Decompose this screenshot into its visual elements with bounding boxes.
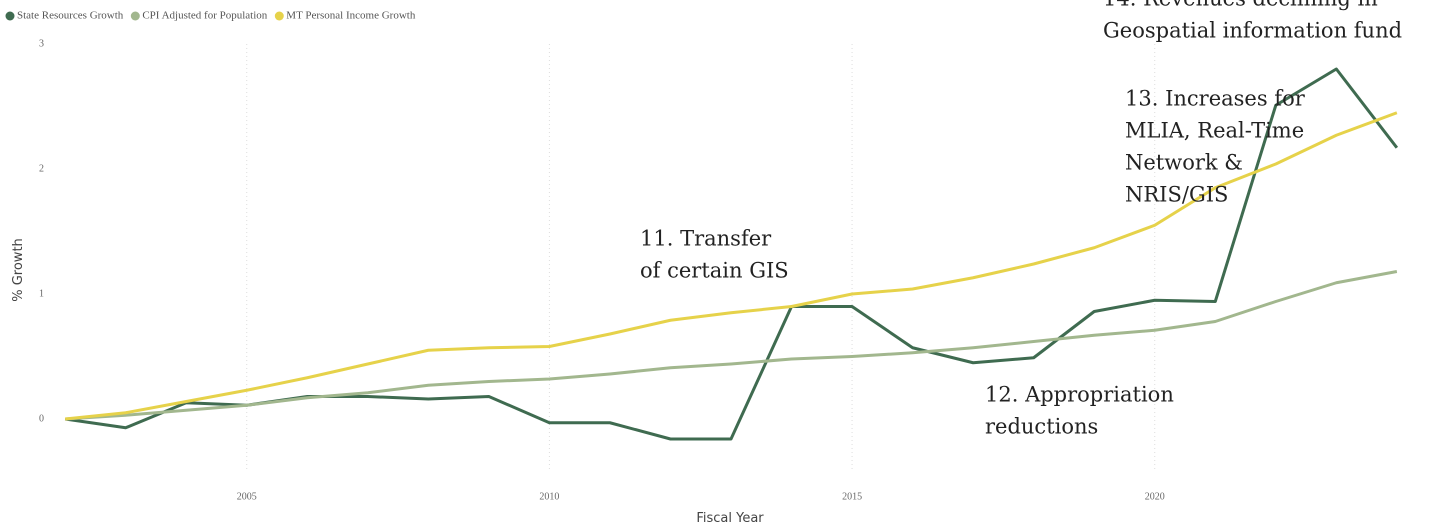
legend-swatch [5, 11, 15, 21]
legend-label: MT Personal Income Growth [286, 10, 416, 22]
annotation: 14. Revenues declining in [1103, 0, 1378, 11]
y-tick-label: 0 [39, 413, 44, 424]
legend-swatch [130, 11, 140, 21]
annotation: MLIA, Real-Time [1125, 119, 1304, 143]
legend-label: State Resources Growth [17, 10, 124, 22]
legend-swatch [274, 11, 284, 21]
x-tick-label: 2015 [842, 491, 862, 502]
x-tick-label: 2005 [237, 491, 257, 502]
annotation: reductions [985, 415, 1098, 439]
annotation: Network & [1125, 151, 1243, 175]
y-tick-label: 1 [39, 288, 44, 299]
annotation: NRIS/GIS [1125, 183, 1228, 207]
series-line [64, 111, 1398, 421]
y-tick-label: 2 [39, 163, 44, 174]
x-tick-label: 2020 [1145, 491, 1165, 502]
y-axis-title: % Growth [11, 238, 26, 302]
y-tick-label: 3 [39, 38, 44, 49]
x-axis-title: Fiscal Year [696, 511, 764, 526]
annotation: Geospatial information fund [1103, 19, 1402, 43]
annotation: 11. Transfer [640, 227, 772, 251]
legend-label: CPI Adjusted for Population [142, 10, 267, 22]
series-line [65, 270, 1398, 421]
x-tick-label: 2010 [539, 491, 559, 502]
annotation: 13. Increases for [1125, 87, 1306, 111]
annotation: 12. Appropriation [985, 383, 1174, 407]
annotation: of certain GIS [640, 259, 789, 283]
